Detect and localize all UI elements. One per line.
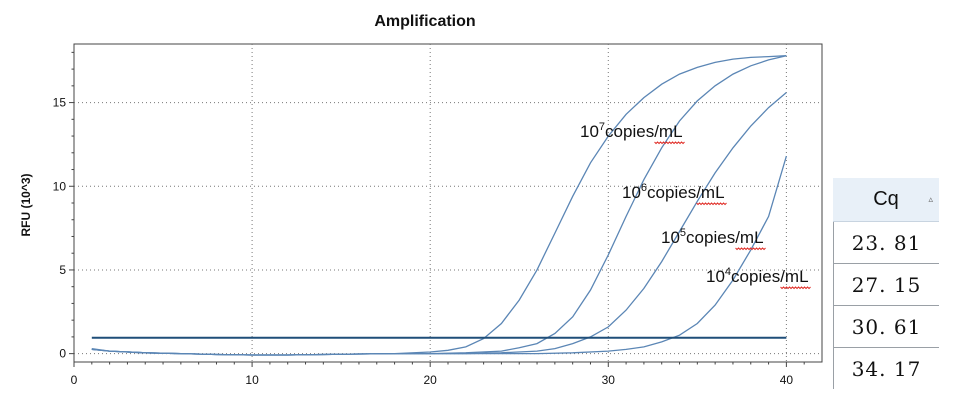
- cq-row[interactable]: 27. 15: [833, 264, 939, 306]
- x-tick-label: 10: [245, 373, 259, 387]
- plot-area: [73, 43, 823, 363]
- cq-value: 27. 15: [851, 272, 922, 297]
- y-tick-label: 5: [59, 263, 66, 277]
- y-axis-label: RFU (10^3): [19, 173, 33, 236]
- x-tick-label: 40: [780, 373, 794, 387]
- series-label: 106copies/mL: [622, 182, 725, 202]
- x-tick-label: 30: [602, 373, 616, 387]
- chart-title: Amplification: [374, 13, 475, 30]
- cq-value: 34. 17: [851, 356, 922, 381]
- y-tick-label: 0: [59, 347, 66, 361]
- y-tick-label: 10: [53, 179, 67, 193]
- series-label: 104copies/mL: [706, 266, 809, 286]
- cq-row[interactable]: 34. 17: [833, 348, 939, 389]
- sort-ascending-icon[interactable]: ▵: [928, 194, 933, 204]
- series-label: 105copies/mL: [661, 227, 764, 247]
- y-tick-label: 15: [53, 96, 67, 110]
- x-tick-label: 20: [424, 373, 438, 387]
- spellcheck-underline: [735, 247, 766, 251]
- cq-value: 23. 81: [851, 230, 922, 255]
- cq-row[interactable]: 23. 81: [833, 222, 939, 264]
- plot-border: [73, 43, 823, 363]
- amplification-chart: Amplification 0 10 20 30 40 0 5 10 15 RFU (10^3)…: [19, 13, 823, 387]
- axis-ticks: 0 10 20 30 40 0 5 10 15: [53, 51, 805, 387]
- spellcheck-underline: [780, 286, 811, 290]
- series-group: [91, 55, 788, 356]
- series-labels: 107copies/mL 106copies/mL 105copies/mL 104c…: [580, 121, 811, 290]
- spellcheck-underline: [696, 202, 727, 206]
- cq-table: Cq ▵ 23. 81 27. 15 30. 61 34. 17: [833, 178, 939, 389]
- cq-row[interactable]: 30. 61: [833, 306, 939, 348]
- cq-value: 30. 61: [851, 314, 922, 339]
- series-label: 107copies/mL: [580, 121, 683, 141]
- spellcheck-underline: [654, 141, 685, 145]
- cq-column-header[interactable]: Cq ▵: [833, 178, 939, 222]
- series-line: [91, 155, 788, 356]
- x-tick-label: 0: [71, 373, 78, 387]
- cq-header-label: Cq: [873, 188, 899, 210]
